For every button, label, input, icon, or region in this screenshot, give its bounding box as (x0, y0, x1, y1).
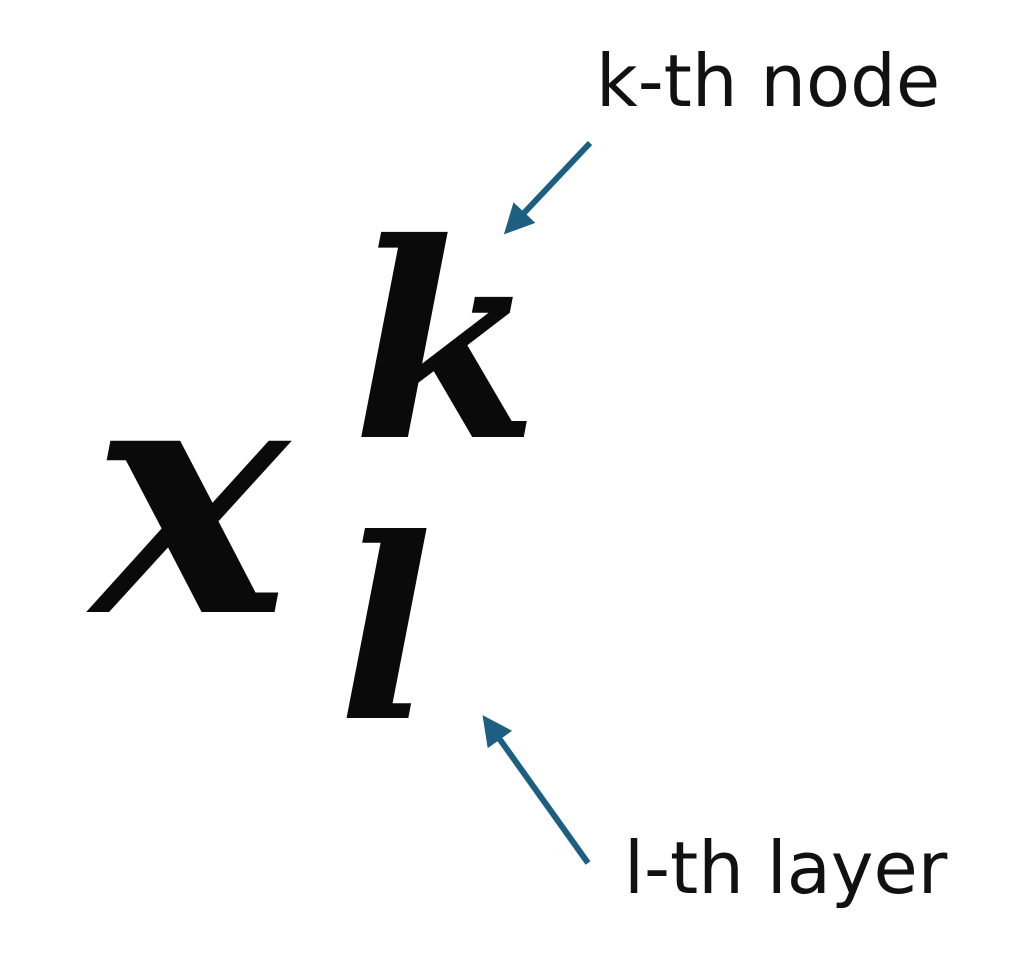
subscript-annotation: l-th layer (624, 826, 948, 910)
superscript-variable: k (352, 183, 539, 501)
subscript-arrow (482, 715, 591, 865)
superscript-annotation: k-th node (596, 39, 940, 123)
superscript-arrow (503, 140, 593, 235)
subscript-variable: l (338, 483, 433, 777)
base-variable: x (82, 302, 293, 690)
